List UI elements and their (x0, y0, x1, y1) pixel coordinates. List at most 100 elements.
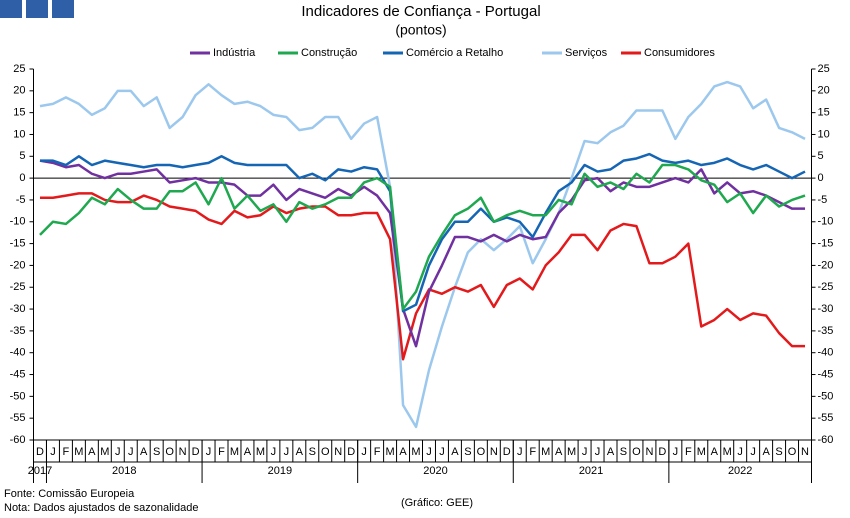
year-label: 2019 (268, 465, 292, 477)
y-tick-label: -45 (10, 368, 26, 380)
y-tick-label: -35 (10, 325, 26, 337)
year-label: 2020 (423, 465, 447, 477)
series-line (39, 163, 806, 311)
x-tick-label: J (426, 446, 432, 458)
x-tick-label: J (206, 446, 212, 458)
x-tick-label: A (140, 446, 148, 458)
x-tick-label: D (36, 446, 44, 458)
y2-tick-label: -40 (818, 347, 834, 359)
x-tick-label: S (153, 446, 160, 458)
year-label: 2017 (28, 465, 52, 477)
x-tick-label: J (595, 446, 601, 458)
y-tick-label: 10 (13, 128, 25, 140)
x-tick-label: O (632, 446, 641, 458)
y-tick-label: 20 (13, 85, 25, 97)
y2-tick-label: 5 (818, 150, 824, 162)
x-tick-label: J (50, 446, 56, 458)
x-tick-label: J (128, 446, 134, 458)
y-tick-label: 15 (13, 107, 25, 119)
x-tick-label: A (607, 446, 615, 458)
x-tick-label: A (555, 446, 563, 458)
logo-block (52, 0, 74, 18)
x-tick-label: D (347, 446, 355, 458)
x-tick-label: D (503, 446, 511, 458)
y-tick-label: -55 (10, 412, 26, 424)
x-tick-label: M (567, 446, 576, 458)
x-tick-label: D (658, 446, 666, 458)
y2-tick-label: -55 (818, 412, 834, 424)
y-tick-label: -50 (10, 390, 26, 402)
x-tick-label: A (451, 446, 459, 458)
x-tick-label: S (464, 446, 471, 458)
x-tick-label: J (361, 446, 367, 458)
year-label: 2022 (728, 465, 752, 477)
year-label: 2018 (112, 465, 136, 477)
x-tick-label: S (620, 446, 627, 458)
y-tick-label: -60 (10, 434, 26, 446)
x-tick-label: F (374, 446, 381, 458)
x-tick-label: A (244, 446, 252, 458)
y2-tick-label: -15 (818, 237, 834, 249)
y-tick-label: 5 (19, 150, 25, 162)
series-line (39, 159, 806, 348)
x-tick-label: A (88, 446, 96, 458)
series-line (39, 152, 806, 313)
x-tick-label: J (750, 446, 756, 458)
y2-tick-label: -25 (818, 281, 834, 293)
x-tick-label: N (334, 446, 342, 458)
y-tick-label: -15 (10, 237, 26, 249)
x-tick-label: A (399, 446, 407, 458)
x-tick-label: F (685, 446, 692, 458)
x-tick-label: J (439, 446, 445, 458)
y2-tick-label: -50 (818, 390, 834, 402)
x-tick-label: O (321, 446, 330, 458)
x-tick-label: J (582, 446, 588, 458)
x-tick-label: N (490, 446, 498, 458)
x-tick-label: O (788, 446, 797, 458)
x-tick-label: M (385, 446, 394, 458)
note: Nota: Dados ajustados de sazonalidade (4, 502, 198, 514)
y2-tick-label: 0 (818, 172, 824, 184)
x-tick-label: J (673, 446, 679, 458)
x-tick-label: D (192, 446, 200, 458)
source: Fonte: Comissão Europeia (4, 488, 135, 500)
x-tick-label: J (517, 446, 523, 458)
x-tick-label: F (218, 446, 225, 458)
y-tick-label: -20 (10, 259, 26, 271)
y2-tick-label: -30 (818, 303, 834, 315)
logo-block (26, 0, 48, 18)
y-tick-label: -30 (10, 303, 26, 315)
x-tick-label: A (296, 446, 304, 458)
y2-tick-label: -60 (818, 434, 834, 446)
logo-block (0, 0, 22, 18)
x-tick-label: M (74, 446, 83, 458)
y-tick-label: -5 (16, 194, 26, 206)
year-label: 2021 (579, 465, 603, 477)
x-tick-label: M (256, 446, 265, 458)
chart-subtitle: (pontos) (395, 22, 446, 38)
x-tick-label: F (63, 446, 70, 458)
x-tick-label: N (645, 446, 653, 458)
legend-label: Consumidores (644, 47, 715, 59)
x-tick-label: J (284, 446, 290, 458)
legend-label: Construção (301, 47, 357, 59)
x-tick-label: N (801, 446, 809, 458)
y2-tick-label: -20 (818, 259, 834, 271)
y2-tick-label: 20 (818, 85, 830, 97)
y-tick-label: -25 (10, 281, 26, 293)
y-tick-label: -40 (10, 347, 26, 359)
x-tick-label: O (477, 446, 486, 458)
y2-tick-label: -35 (818, 325, 834, 337)
x-tick-label: J (737, 446, 743, 458)
x-tick-label: N (179, 446, 187, 458)
x-tick-label: M (723, 446, 732, 458)
x-tick-label: J (115, 446, 121, 458)
x-tick-label: M (100, 446, 109, 458)
x-tick-label: S (775, 446, 782, 458)
series-line (39, 192, 806, 361)
series-line (39, 80, 806, 429)
legend-label: Comércio a Retalho (406, 47, 503, 59)
x-tick-label: M (697, 446, 706, 458)
